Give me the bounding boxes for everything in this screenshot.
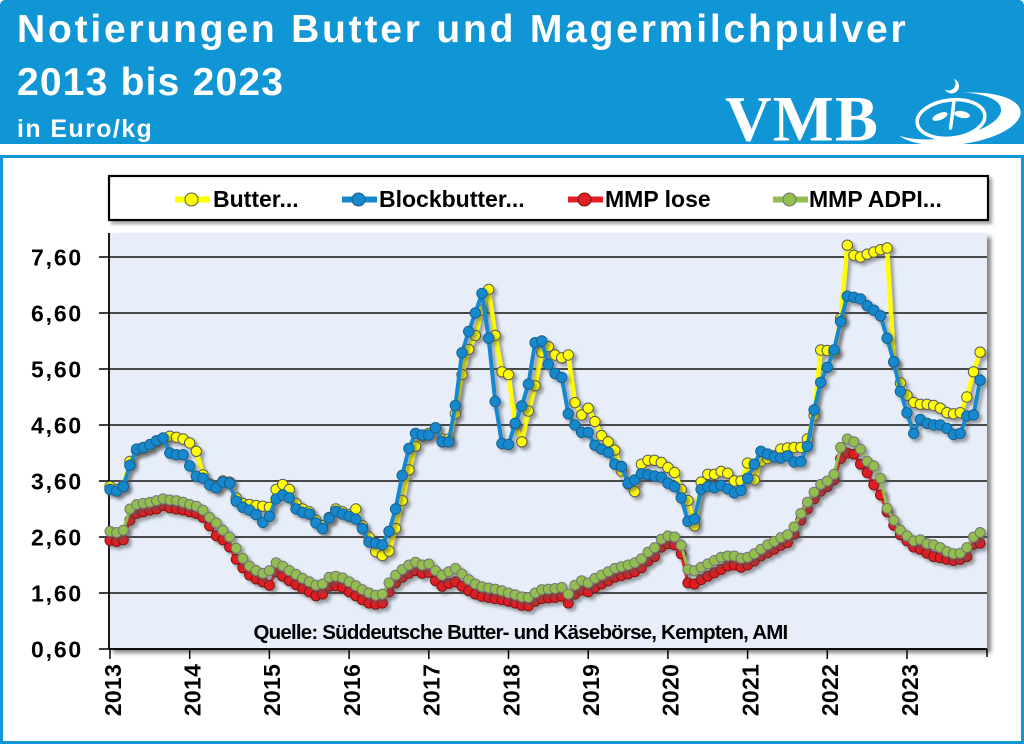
svg-text:2021: 2021 xyxy=(737,664,763,716)
svg-text:2017: 2017 xyxy=(419,664,445,716)
svg-text:7,60: 7,60 xyxy=(31,244,83,270)
svg-text:VMB: VMB xyxy=(725,84,879,150)
svg-text:Butter...: Butter... xyxy=(213,186,299,212)
svg-text:6,60: 6,60 xyxy=(31,300,83,326)
svg-text:2019: 2019 xyxy=(578,664,604,716)
svg-text:2022: 2022 xyxy=(817,664,843,716)
svg-text:2,60: 2,60 xyxy=(31,524,83,550)
svg-text:2016: 2016 xyxy=(339,664,365,716)
svg-text:3,60: 3,60 xyxy=(31,468,83,494)
svg-text:2023: 2023 xyxy=(897,664,923,716)
svg-text:1,60: 1,60 xyxy=(31,580,83,606)
svg-text:5,60: 5,60 xyxy=(31,356,83,382)
svg-text:MMP lose: MMP lose xyxy=(605,186,711,212)
svg-text:2015: 2015 xyxy=(259,664,285,716)
svg-text:MMP ADPI...: MMP ADPI... xyxy=(809,186,942,212)
svg-text:2020: 2020 xyxy=(658,664,684,716)
svg-text:0,60: 0,60 xyxy=(31,636,83,662)
svg-text:Quelle: Süddeutsche Butter- un: Quelle: Süddeutsche Butter- und Käsebörs… xyxy=(254,621,788,644)
svg-text:2018: 2018 xyxy=(498,664,524,716)
svg-text:Blockbutter...: Blockbutter... xyxy=(379,186,525,212)
svg-text:2013: 2013 xyxy=(100,664,126,716)
svg-text:4,60: 4,60 xyxy=(31,412,83,438)
svg-text:2014: 2014 xyxy=(180,664,206,716)
